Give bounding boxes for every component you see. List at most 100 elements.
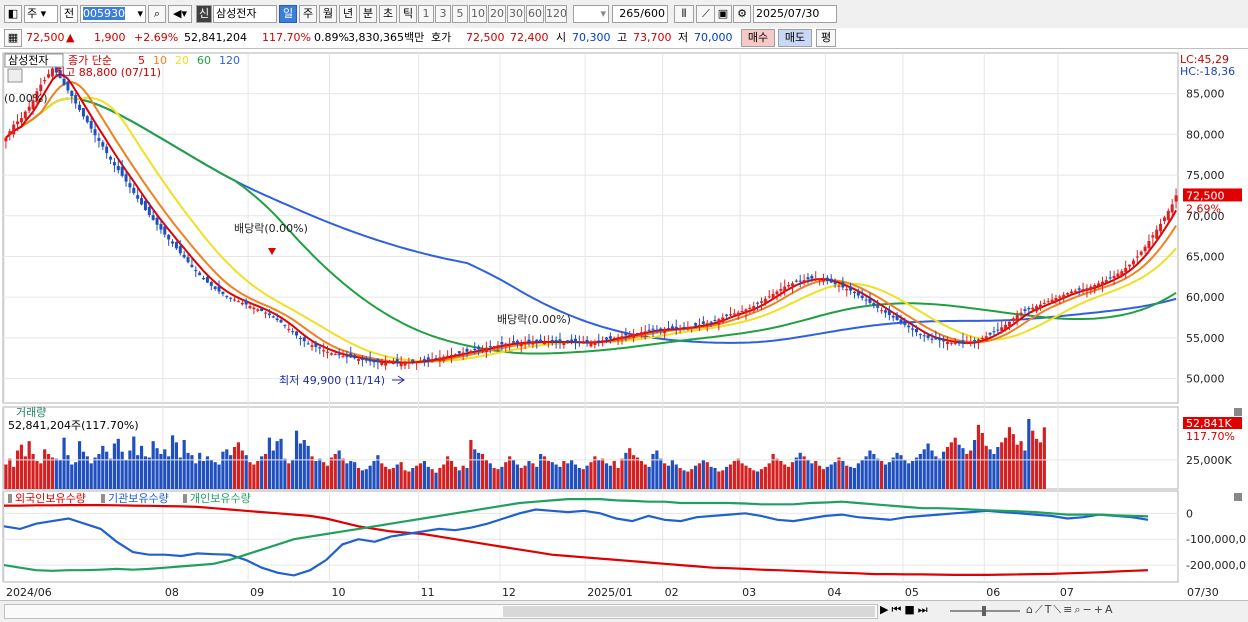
dividend-arrow-1 (268, 248, 276, 255)
candle-body (39, 84, 43, 91)
play-icon[interactable]: ▶ (880, 603, 892, 616)
candle-body (1004, 324, 1008, 330)
interval-button-120[interactable]: 120 (545, 5, 567, 23)
x-tick-label: 09 (250, 586, 264, 599)
volume-bar (74, 462, 78, 489)
stock-name: 삼성전자 (216, 7, 257, 20)
candle-body (728, 314, 732, 316)
period-button-0[interactable]: 일 (279, 5, 297, 23)
volume-bar (604, 463, 609, 489)
draw-icon[interactable]: ⟋ (1034, 603, 1045, 616)
zoom-slider-handle[interactable] (982, 606, 986, 616)
dropdown-icon: ▾ (137, 7, 143, 20)
grid-icon[interactable]: ▦ (4, 29, 22, 47)
candle-body (1085, 288, 1089, 291)
volume-bar (469, 440, 473, 489)
gear-icon[interactable]: ⚙ (733, 5, 751, 23)
candle-body (488, 345, 492, 347)
volume-bar (39, 463, 43, 489)
candle-body (62, 78, 66, 85)
volume-bar (209, 459, 213, 489)
period-button-3[interactable]: 년 (339, 5, 357, 23)
candle-body (1108, 277, 1112, 279)
search-icon[interactable]: ⌕ (148, 5, 166, 23)
jeon-button[interactable]: 전 (60, 5, 78, 23)
draw-tool-icon[interactable]: ⟋ (696, 5, 716, 23)
text-icon[interactable]: T (1044, 603, 1054, 616)
step-icon[interactable]: ⏭ (917, 603, 931, 616)
volume-bar (70, 464, 74, 489)
buy-button[interactable]: 매수 (741, 29, 775, 47)
scroll-track[interactable] (4, 604, 878, 619)
candle-body (949, 342, 953, 344)
volume-bar (876, 458, 880, 489)
period-button-5[interactable]: 초 (379, 5, 397, 23)
period-button-1[interactable]: 주 (299, 5, 317, 23)
volume-bar (651, 454, 655, 489)
period-button-6[interactable]: 틱 (399, 5, 417, 23)
volume-bar (725, 466, 729, 489)
font-icon[interactable]: A (1104, 603, 1115, 616)
stock-name-field: 삼성전자 (213, 5, 277, 23)
candle-body (116, 165, 120, 171)
holding-legend-1: 기관보유수량 (108, 492, 169, 505)
interval-button-30[interactable]: 30 (507, 5, 525, 23)
candle-body (914, 328, 918, 333)
count-field[interactable]: 265/600 (612, 5, 668, 23)
candle-body (969, 341, 973, 343)
zoom-in-icon[interactable]: + (1093, 603, 1105, 616)
save-icon[interactable]: ▣ (714, 5, 732, 23)
unit-input[interactable]: ▾ (573, 5, 609, 23)
interval-button-1[interactable]: 1 (418, 5, 434, 23)
candle-body (484, 347, 488, 353)
scroll-thumb[interactable] (503, 606, 875, 617)
zoom-slider[interactable] (950, 606, 1020, 616)
stock-code-input[interactable]: 005930 ▾ (80, 5, 146, 23)
volume-bar (632, 455, 636, 489)
interval-button-10[interactable]: 10 (469, 5, 487, 23)
volume-bar (581, 469, 585, 489)
volume-bar (229, 455, 233, 489)
zoom-out-icon[interactable]: − (1082, 603, 1094, 616)
rewind-icon[interactable]: ⏮ (891, 603, 905, 616)
candle-body (620, 336, 624, 339)
search-icon[interactable]: ⌕ (1074, 603, 1083, 616)
stop-icon[interactable]: ■ (904, 603, 918, 616)
mode-select[interactable]: 주 ▾ (24, 5, 58, 23)
candle-body (81, 108, 85, 117)
interval-button-60[interactable]: 60 (526, 5, 544, 23)
line-icon[interactable]: ⟍ (1053, 603, 1064, 616)
period-button-2[interactable]: 월 (319, 5, 337, 23)
candle-body (763, 298, 767, 303)
interval-button-20[interactable]: 20 (488, 5, 506, 23)
candle-body (372, 359, 376, 363)
indicator-icon[interactable]: ⌂ (1026, 603, 1035, 616)
volume-bar (833, 462, 837, 489)
sell-button[interactable]: 매도 (778, 29, 812, 47)
stock-chart[interactable]: 2024/06 08 09 10 11 12 2025/01 02 03 04 05 06 07 07/3… (0, 49, 1248, 600)
speaker-icon[interactable]: ◀▾ (168, 5, 192, 23)
volume-bar (314, 461, 318, 489)
ruler-icon[interactable]: ≡ (1063, 603, 1075, 616)
candle-body (151, 215, 155, 220)
candle-body (643, 331, 647, 333)
candle-body (554, 339, 558, 342)
date-field[interactable]: 2025/07/30 (753, 5, 837, 23)
interval-button-5[interactable]: 5 (452, 5, 468, 23)
eval-button[interactable]: 평 (816, 29, 836, 47)
candle-body (283, 324, 287, 326)
candle-body (295, 331, 299, 336)
candle-body (209, 282, 213, 286)
volume-bar (852, 468, 857, 489)
period-button-4[interactable]: 분 (359, 5, 377, 23)
interval-button-3[interactable]: 3 (435, 5, 451, 23)
y-tick-label: 70,000 (1186, 210, 1225, 223)
candle-type-icon[interactable]: ⫴ (674, 5, 694, 23)
candle-body (1031, 307, 1035, 310)
candle-body (326, 351, 330, 353)
volume-bar (961, 448, 965, 489)
candle-body (450, 354, 454, 357)
candle-body (740, 311, 744, 313)
candle-body (581, 342, 585, 344)
window-menu-icon[interactable]: ◧ (4, 5, 22, 23)
